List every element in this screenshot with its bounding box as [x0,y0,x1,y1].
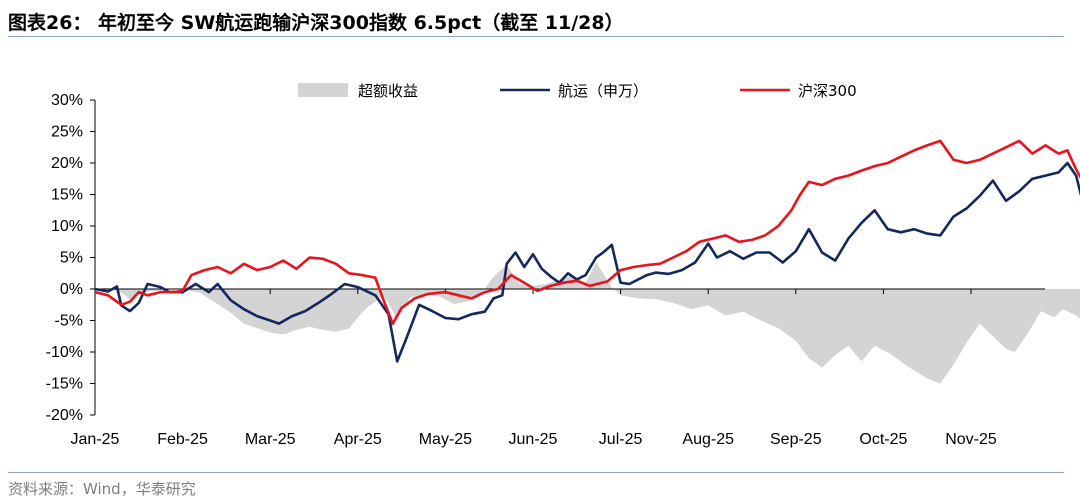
footer-divider [8,472,1064,473]
series-line-layer [94,139,1080,363]
x-tick-label: Aug-25 [682,431,734,448]
y-tick-label: -15% [46,376,83,393]
legend-swatch-excess-return [298,83,348,97]
x-tick-label: Mar-25 [245,431,296,448]
x-tick-label: Feb-25 [157,431,208,448]
legend-label-0: 超额收益 [358,82,418,100]
legend: 超额收益 航运（申万） 沪深300 [298,82,857,100]
y-tick-label: -20% [46,407,83,424]
excess-return-area-layer [95,261,1080,384]
x-tick-label: Oct-25 [859,431,907,448]
y-tick-label: 30% [51,92,83,109]
y-tick-label: -10% [46,344,83,361]
source-note: 资料来源：Wind，华泰研究 [8,480,196,498]
chart-title: 图表26： 年初至今 SW航运跑输沪深300指数 6.5pct（截至 11/28… [8,12,624,34]
title-divider [8,36,1064,37]
y-tick-label: 0% [60,281,83,298]
x-tick-label: Sep-25 [770,431,822,448]
series-line-2 [94,139,1080,325]
y-tick-label: 15% [51,187,83,204]
y-tick-label: 25% [51,124,83,141]
x-tick-label: May-25 [419,431,472,448]
y-tick-label: -5% [55,313,83,330]
y-tick-label: 10% [51,218,83,235]
x-tick-label: Jan-25 [71,431,120,448]
legend-label-1: 航运（申万） [558,82,648,100]
series-area-excess-return [95,261,1080,384]
axis-layer: 30% 25% 20% 15% 10% 5% 0% -5% -10% -15% -20% Jan-25… [46,92,1045,448]
legend-label-2: 沪深300 [798,82,857,100]
y-tick-label: 5% [60,250,83,267]
y-tick-label: 20% [51,155,83,172]
x-tick-label: Jun-25 [509,431,558,448]
x-tick-label: Apr-25 [334,431,382,448]
x-tick-label: Jul-25 [599,431,643,448]
x-tick-label: Nov-25 [945,431,997,448]
